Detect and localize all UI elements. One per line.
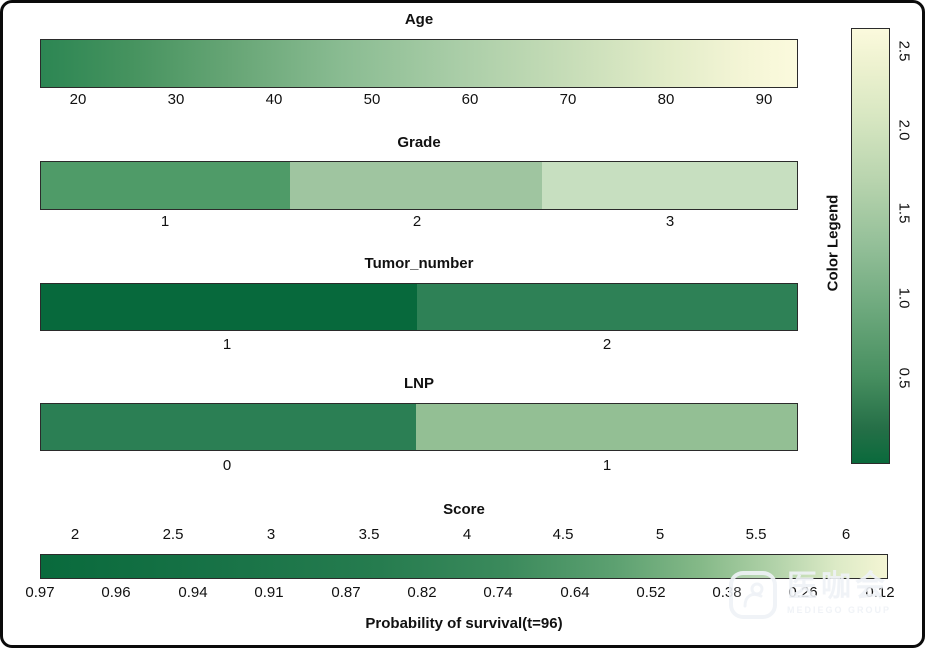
lnp-segment-bar (40, 403, 798, 451)
tumor-number-label: 1 (222, 336, 232, 353)
probability-label: 0.87 (331, 584, 361, 601)
age-tick: 50 (363, 91, 381, 108)
tumor-number-panel-title: Tumor_number (364, 255, 474, 272)
age-tick: 80 (657, 91, 675, 108)
grade-label: 3 (665, 213, 675, 230)
score-tick: 4.5 (552, 526, 574, 543)
tumor-number-segment-2 (417, 284, 797, 330)
grade-segment-1 (41, 162, 290, 209)
probability-label: 0.12 (865, 584, 895, 601)
score-tick: 5 (655, 526, 665, 543)
tumor-number-segment-bar (40, 283, 798, 331)
tumor-number-label: 2 (602, 336, 612, 353)
score-tick: 2.5 (162, 526, 184, 543)
age-tick: 30 (167, 91, 185, 108)
color-legend-title: Color Legend (824, 194, 842, 292)
grade-label: 1 (160, 213, 170, 230)
grade-panel-title: Grade (397, 134, 441, 151)
color-legend-bar (851, 28, 890, 464)
score-panel-title: Score (443, 501, 485, 518)
age-tick: 60 (461, 91, 479, 108)
score-tick: 4 (462, 526, 472, 543)
grade-segment-3 (542, 162, 797, 209)
age-panel-title: Age (404, 11, 434, 28)
legend-tick: 2.5 (895, 40, 913, 62)
probability-label: 0.74 (483, 584, 513, 601)
score-tick: 2 (70, 526, 80, 543)
grade-segment-bar (40, 161, 798, 210)
probability-axis-title: Probability of survival(t=96) (365, 615, 563, 632)
lnp-label: 0 (222, 457, 232, 474)
grade-segment-2 (290, 162, 542, 209)
age-gradient-bar (40, 39, 798, 88)
legend-tick: 2.0 (895, 119, 913, 141)
age-tick: 90 (755, 91, 773, 108)
probability-label: 0.26 (788, 584, 818, 601)
watermark-subtitle: MEDIEGO GROUP (787, 604, 892, 615)
age-tick: 40 (265, 91, 283, 108)
lnp-panel-title: LNP (404, 375, 434, 392)
score-tick: 3.5 (358, 526, 380, 543)
age-tick: 20 (69, 91, 87, 108)
probability-label: 0.96 (101, 584, 131, 601)
grade-label: 2 (412, 213, 422, 230)
probability-label: 0.64 (560, 584, 590, 601)
legend-tick: 1.5 (895, 202, 913, 224)
score-tick: 5.5 (745, 526, 767, 543)
probability-label: 0.91 (254, 584, 284, 601)
probability-label: 0.82 (407, 584, 437, 601)
probability-label: 0.52 (636, 584, 666, 601)
lnp-segment-0 (41, 404, 416, 450)
lnp-label: 1 (602, 457, 612, 474)
legend-tick: 1.0 (895, 287, 913, 309)
probability-label: 0.94 (178, 584, 208, 601)
lnp-segment-1 (416, 404, 797, 450)
legend-tick: 0.5 (895, 367, 913, 389)
probability-label: 0.97 (25, 584, 55, 601)
score-tick: 6 (841, 526, 851, 543)
tumor-number-segment-1 (41, 284, 417, 330)
score-gradient-bar (40, 554, 888, 579)
probability-label: 0.38 (712, 584, 742, 601)
score-tick: 3 (266, 526, 276, 543)
age-tick: 70 (559, 91, 577, 108)
